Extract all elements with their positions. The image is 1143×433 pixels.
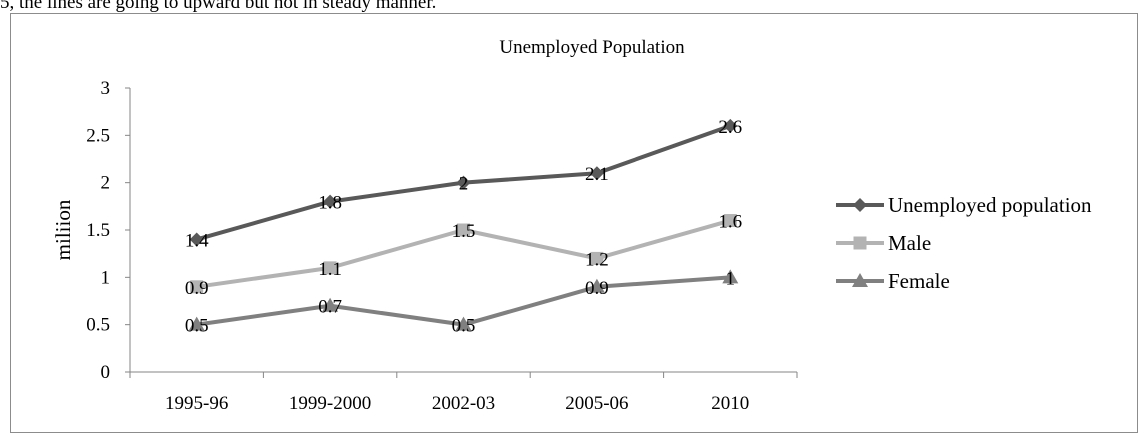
line-chart: 0 0.5 1 1.5 2 2.5 3 1995-96 1999-2000 2002-03 2005…	[51, 37, 1092, 414]
series-layer	[188, 118, 739, 331]
data-point-unemployed-population	[323, 194, 338, 209]
data-point-female	[188, 316, 205, 331]
data-label-female: 0.7	[318, 297, 342, 318]
data-label-unemployed-population: 1.8	[318, 193, 342, 214]
legend-label-male: Male	[888, 231, 931, 255]
diamond-legend-icon	[853, 198, 867, 212]
data-label-male: 1.6	[718, 212, 742, 233]
data-point-male	[190, 280, 204, 294]
data-label-unemployed-population: 2	[459, 174, 469, 195]
y-tick-label: 0.5	[86, 315, 110, 336]
y-tick-label: 0	[101, 362, 111, 383]
x-tick-label: 2002-03	[432, 393, 495, 414]
data-point-female	[322, 297, 339, 312]
data-label-female: 0.5	[185, 316, 209, 337]
data-point-male	[457, 223, 470, 237]
chart-area	[10, 13, 1138, 433]
legend-label-unemployed-population: Unemployed population	[888, 193, 1092, 217]
data-point-unemployed-population	[456, 175, 471, 190]
data-label-female: 1	[726, 268, 736, 289]
x-tick-label: 2005-06	[565, 393, 628, 414]
data-label-female: 0.5	[452, 316, 476, 337]
y-axis-label: miliion	[51, 199, 75, 260]
data-labels: 1.4 1.8 2 2.1 2.6 0.9 1.1 1.5 1.2 1.6 0.5 0.7 0.5 0.9…	[185, 117, 742, 337]
y-tick-label: 1	[101, 267, 111, 288]
data-point-male	[723, 214, 737, 228]
data-point-male	[590, 251, 604, 265]
data-label-male: 1.2	[585, 249, 609, 270]
axes: 0 0.5 1 1.5 2 2.5 3 1995-96 1999-2000 2002-03 2005…	[86, 78, 798, 414]
data-point-unemployed-population	[723, 118, 738, 133]
legend-label-female: Female	[888, 269, 950, 293]
x-tick-label: 1995-96	[165, 393, 228, 414]
data-label-unemployed-population: 1.4	[185, 230, 209, 251]
x-tick-label: 2010	[711, 393, 749, 414]
y-tick-label: 1.5	[86, 220, 110, 241]
y-tick-label: 2.5	[86, 125, 110, 146]
data-label-male: 0.9	[185, 278, 209, 299]
y-tick-label: 3	[101, 78, 111, 99]
data-point-female	[455, 316, 472, 331]
data-label-male: 1.5	[452, 221, 476, 242]
caption-text: 5, the lines are going to upward but not…	[0, 0, 437, 13]
data-label-unemployed-population: 2.1	[585, 164, 609, 185]
square-legend-icon	[853, 236, 867, 250]
data-point-unemployed-population	[589, 166, 604, 181]
y-tick-label: 2	[101, 173, 111, 194]
triangle-legend-icon	[852, 273, 868, 287]
legend: Unemployed population Male Female	[836, 193, 1092, 293]
data-point-female	[588, 278, 605, 293]
data-point-female	[722, 269, 739, 284]
data-point-male	[323, 261, 337, 275]
data-label-male: 1.1	[318, 259, 342, 280]
data-label-unemployed-population: 2.6	[718, 117, 742, 138]
data-label-female: 0.9	[585, 278, 609, 299]
x-tick-label: 1999-2000	[289, 393, 371, 414]
data-point-unemployed-population	[189, 232, 204, 247]
chart-title: Unemployed Population	[499, 37, 685, 58]
